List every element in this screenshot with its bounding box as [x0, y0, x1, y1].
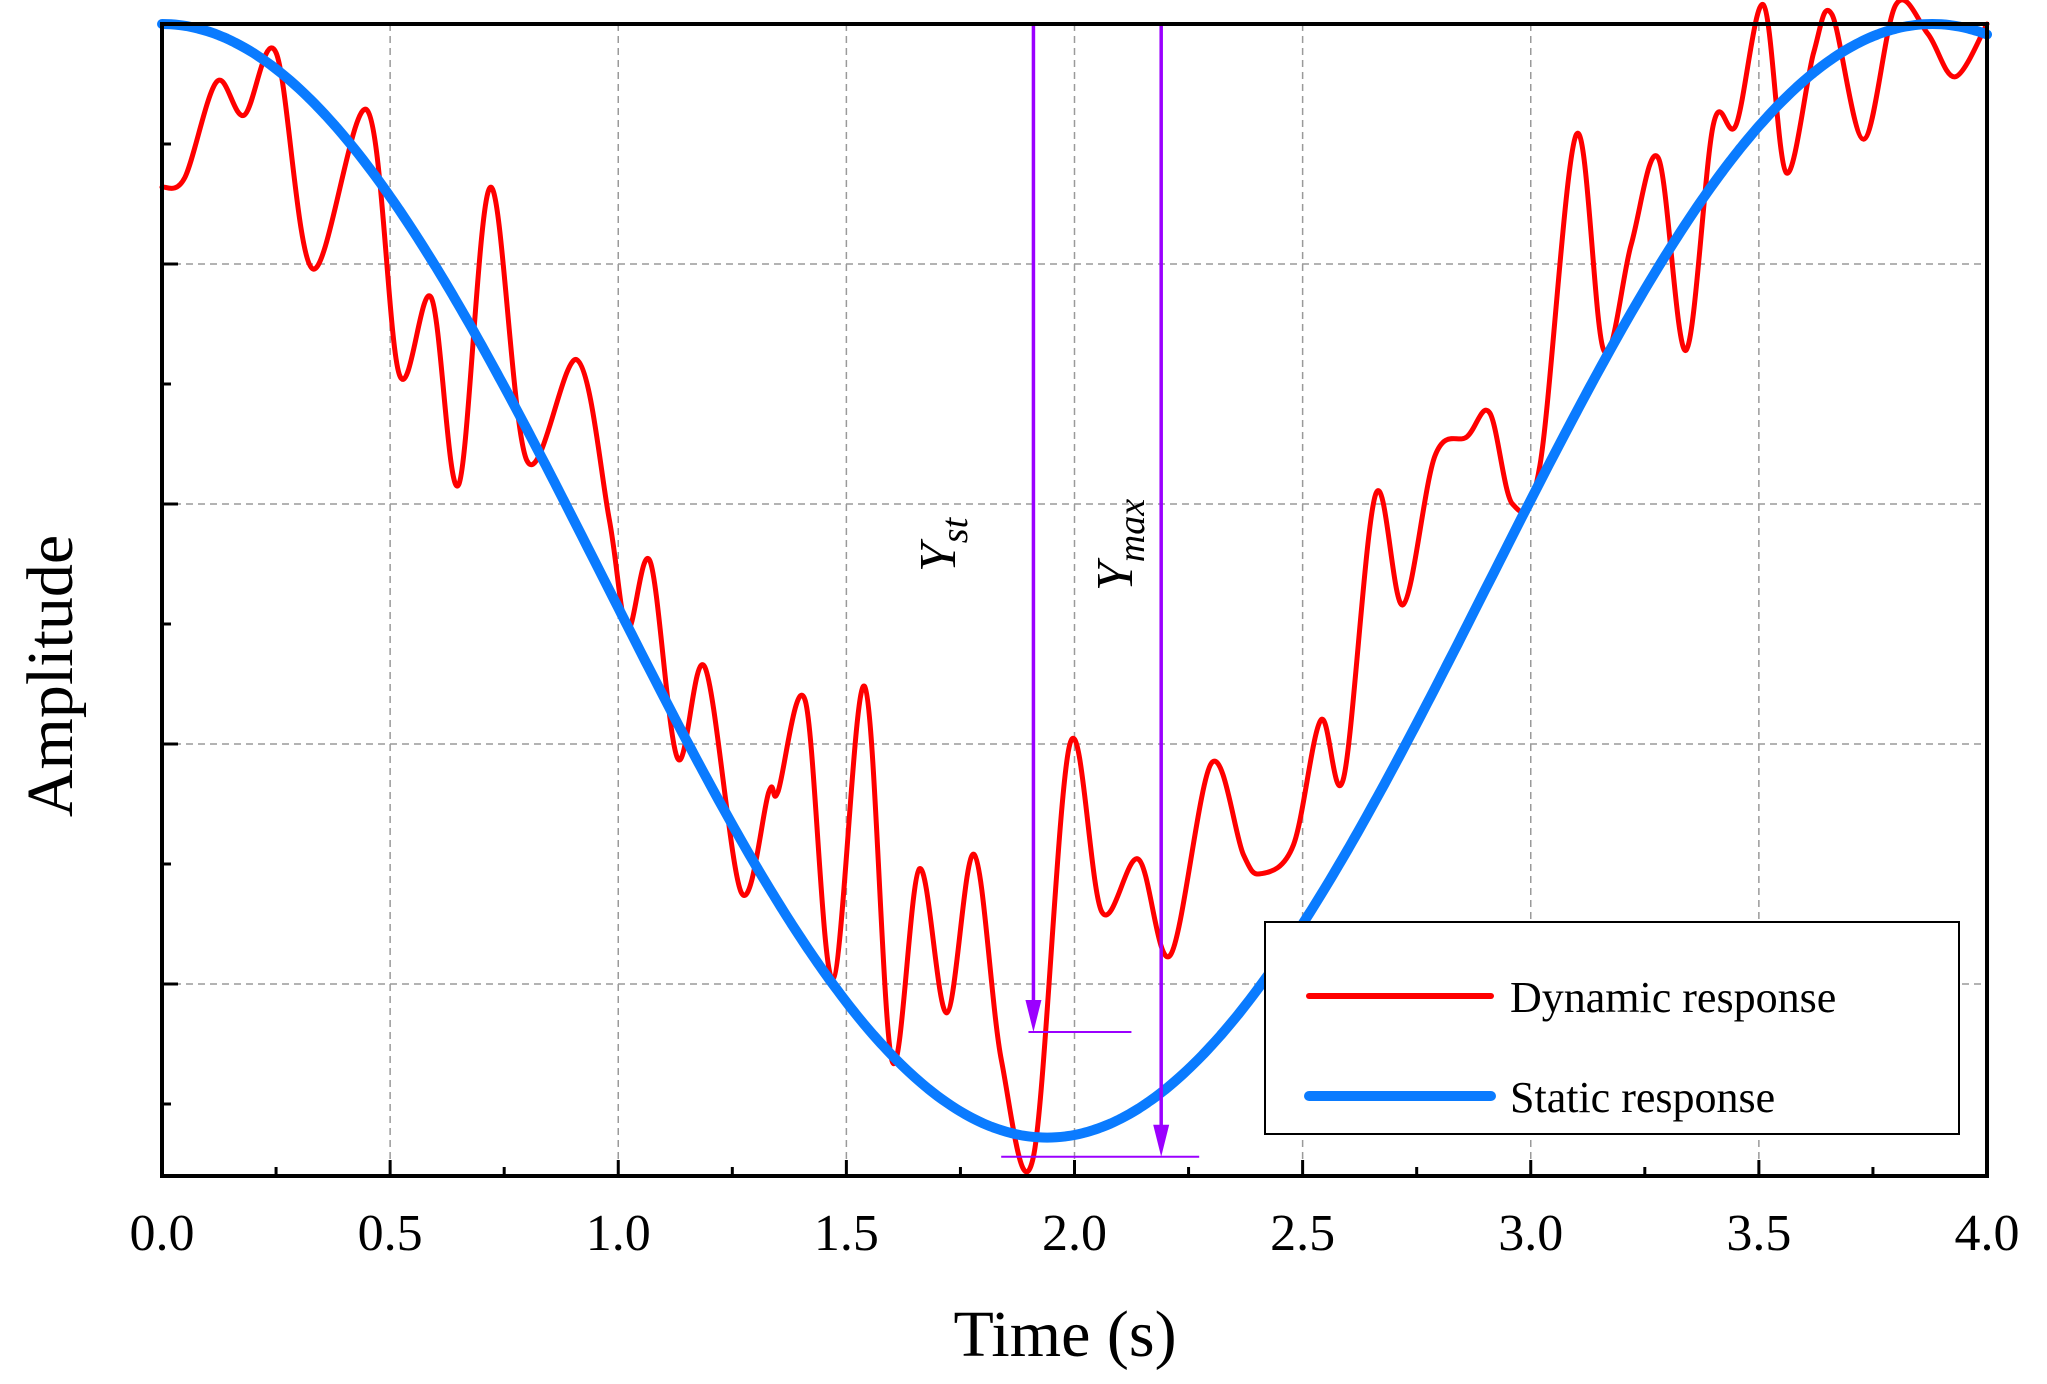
x-tick-label: 3.0 — [1498, 1205, 1563, 1262]
x-axis-title: Time (s) — [953, 1298, 1176, 1371]
annotation-label-max: Ymax — [1087, 499, 1153, 591]
x-tick-label: 3.5 — [1726, 1205, 1791, 1262]
annotation-label-st: Yst — [910, 516, 976, 572]
arrow-max-head — [1153, 1124, 1170, 1157]
x-tick-label: 2.5 — [1270, 1205, 1335, 1262]
annotation-main-st: Y — [910, 538, 967, 572]
axis-ticks: 0.0 0.5 1.0 1.5 2.0 2.5 3.0 3.5 4.0 — [130, 22, 2020, 1262]
legend-label-dynamic: Dynamic response — [1510, 973, 1836, 1022]
arrow-st-head — [1025, 1000, 1042, 1032]
static-response-line — [157, 19, 1992, 1143]
x-tick-label: 2.0 — [1042, 1205, 1107, 1262]
annotation-subscript-st: st — [934, 516, 976, 543]
annotation-main-max: Y — [1087, 557, 1144, 591]
legend-label-static: Static response — [1510, 1073, 1775, 1122]
x-tick-label: 1.5 — [814, 1205, 879, 1262]
legend: Dynamic response Static response — [1264, 921, 1960, 1135]
x-tick-label: 0.0 — [130, 1205, 195, 1262]
x-tick-label: 0.5 — [358, 1205, 423, 1262]
annotation-subscript-max: max — [1111, 499, 1153, 562]
x-tick-label: 4.0 — [1955, 1205, 2020, 1262]
y-axis-title: Amplitude — [14, 535, 87, 817]
x-tick-label: 1.0 — [586, 1205, 651, 1262]
